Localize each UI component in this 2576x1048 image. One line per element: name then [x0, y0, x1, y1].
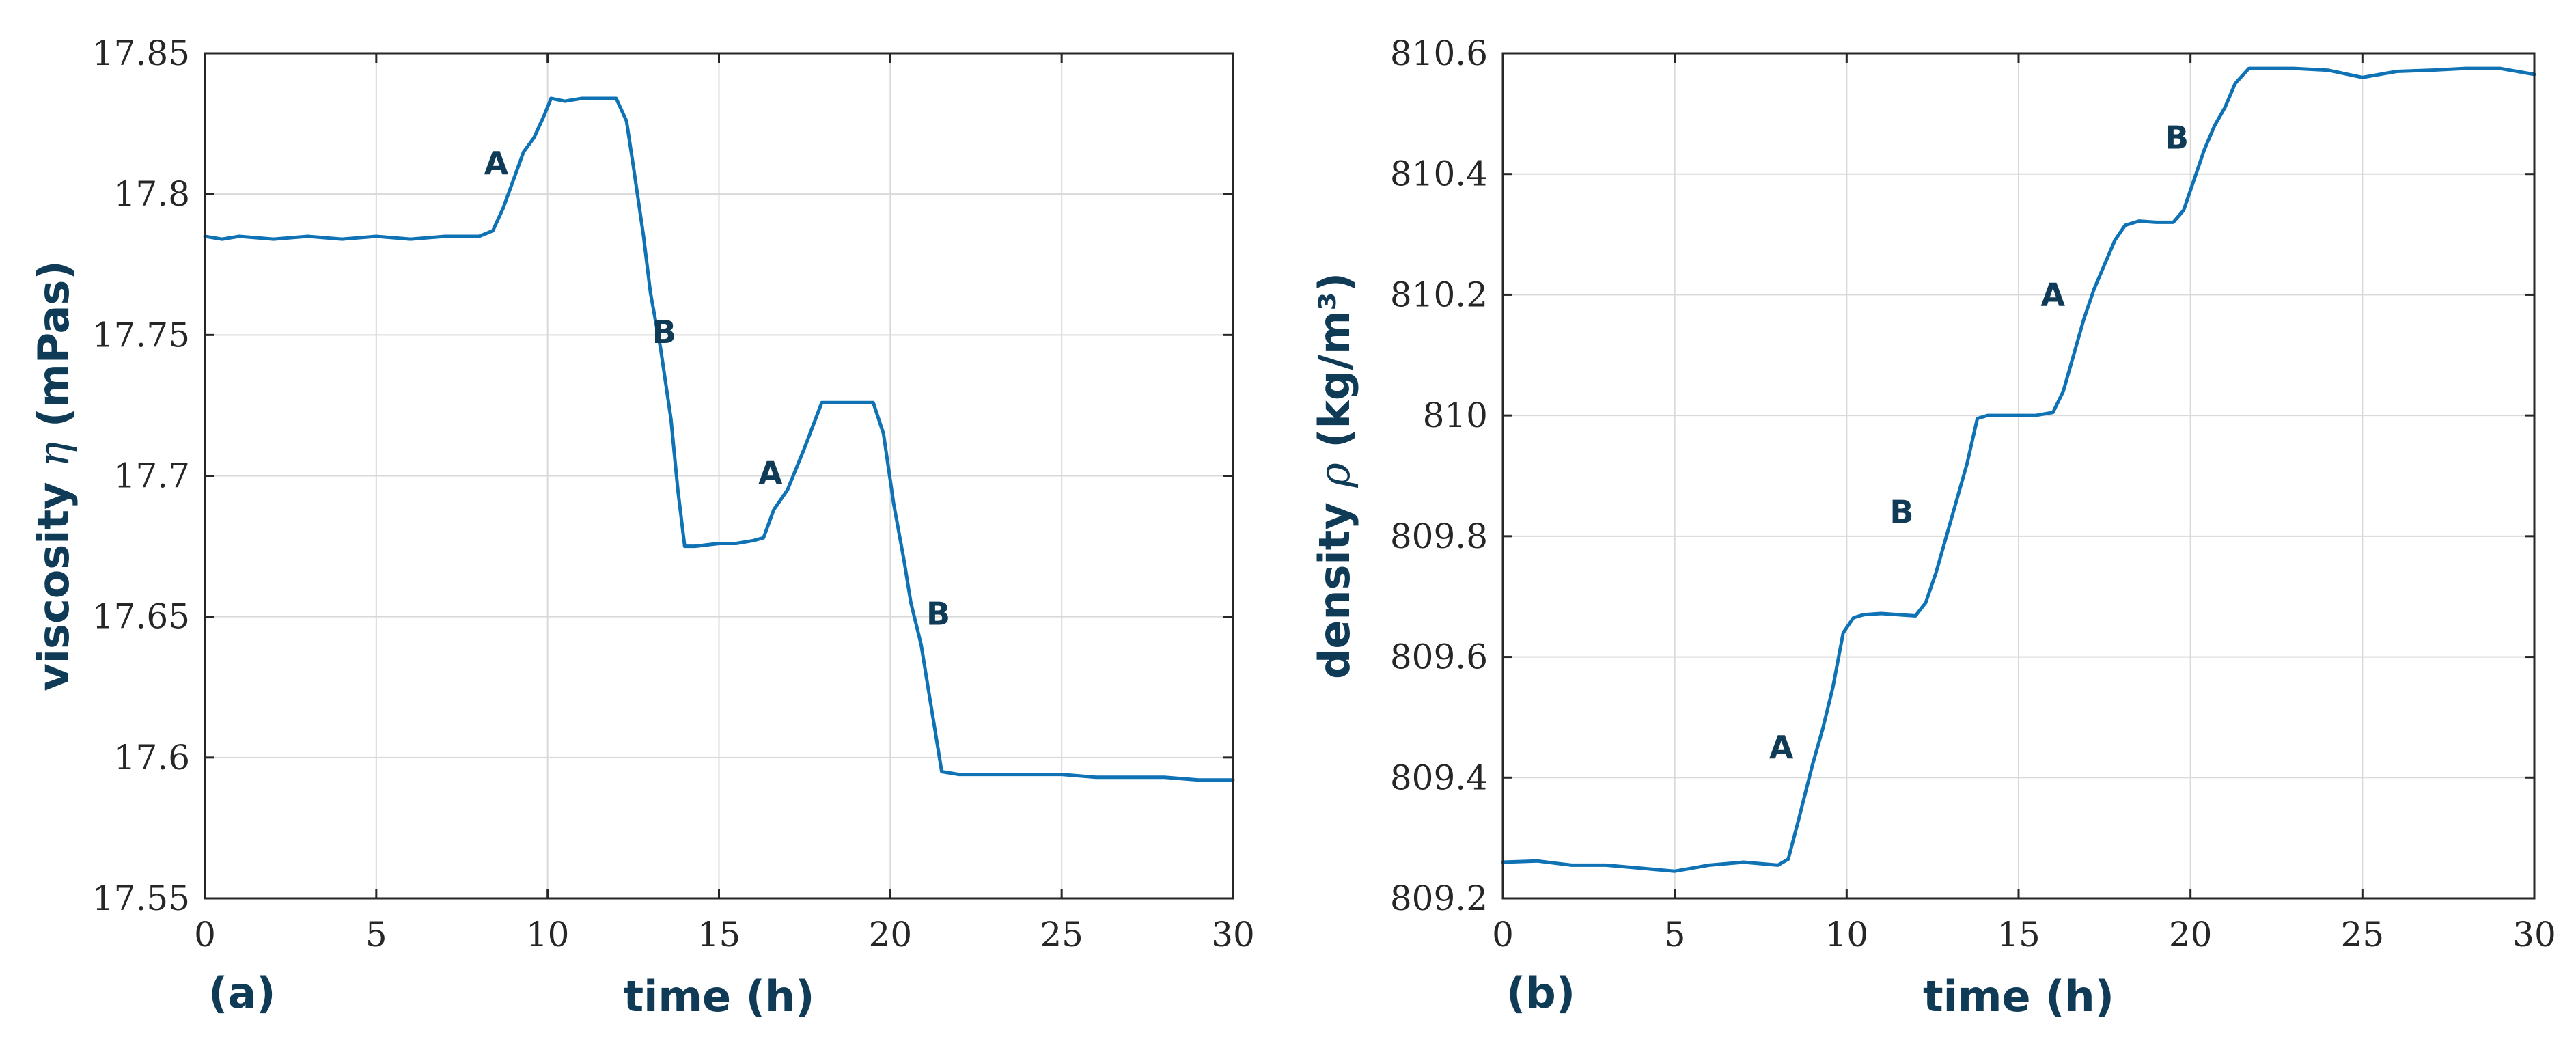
- annotation-label: A: [758, 454, 783, 491]
- x-tick-label: 10: [1825, 915, 1869, 954]
- y-tick-label: 809.6: [1390, 637, 1488, 677]
- x-axis-label: time (h): [1923, 971, 2114, 1021]
- annotation-label: A: [484, 145, 509, 182]
- annotation-label: B: [926, 596, 950, 633]
- x-tick-label: 0: [1492, 915, 1514, 954]
- y-tick-label: 810.4: [1390, 154, 1488, 194]
- annotation-label: B: [652, 314, 676, 350]
- y-tick-label: 809.2: [1390, 879, 1488, 918]
- annotation-label: B: [2165, 120, 2189, 156]
- x-axis-label: time (h): [624, 971, 815, 1021]
- y-tick-label: 17.85: [92, 33, 190, 73]
- y-tick-label: 17.75: [92, 315, 190, 355]
- panel-b-density-chart: 0 5 10 15 20 25 30 809.2 809.4 809.6 809.8 810 810.2…: [1310, 33, 2556, 1021]
- y-tick-label: 17.7: [114, 456, 190, 496]
- y-tick-label: 810.2: [1390, 275, 1488, 314]
- annotation-label: A: [2041, 276, 2066, 313]
- y-tick-label: 810.6: [1390, 33, 1488, 73]
- data-series-line: [203, 96, 1235, 782]
- x-tick-label: 10: [526, 915, 570, 954]
- y-axis-label: density ρ (kg/m³): [1310, 273, 1359, 679]
- y-tick-label: 809.4: [1390, 758, 1488, 797]
- y-tick-label: 17.6: [114, 738, 190, 777]
- y-tick-label: 809.8: [1390, 516, 1488, 556]
- y-axis-label: viscosity η (mPas): [29, 260, 79, 691]
- annotation-label: B: [1889, 494, 1913, 531]
- x-tick-label: 25: [2341, 915, 2385, 954]
- x-tick-label: 30: [1211, 915, 1255, 954]
- x-tick-label: 15: [697, 915, 741, 954]
- x-tick-label: 0: [194, 915, 216, 954]
- panel-label: (b): [1506, 968, 1575, 1018]
- x-tick-label: 20: [2169, 915, 2213, 954]
- x-tick-label: 15: [1997, 915, 2040, 954]
- panel-a-viscosity-chart: 0 5 10 15 20 25 30 17.55 17.6 17.65 17.7 17.75 17.8 1…: [29, 33, 1255, 1021]
- axes-frame: [1501, 52, 2536, 900]
- y-tick-label: 17.65: [92, 597, 190, 637]
- y-tick-label: 810: [1423, 396, 1488, 435]
- data-series-line: [1501, 66, 2536, 873]
- x-tick-label: 25: [1040, 915, 1083, 954]
- annotation-label: A: [1769, 729, 1794, 766]
- panel-label: (a): [208, 968, 276, 1018]
- axes-frame: [204, 52, 1234, 900]
- x-tick-label: 20: [869, 915, 913, 954]
- x-tick-label: 30: [2512, 915, 2556, 954]
- y-tick-label: 17.55: [92, 879, 190, 918]
- x-tick-label: 5: [1664, 915, 1686, 954]
- y-tick-label: 17.8: [114, 174, 190, 214]
- x-tick-label: 5: [365, 915, 387, 954]
